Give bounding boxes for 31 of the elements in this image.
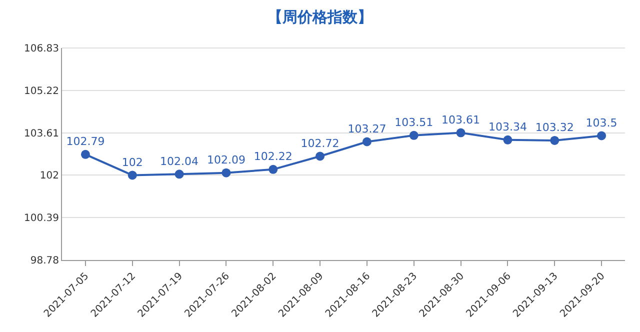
point — [80, 150, 90, 159]
point — [409, 130, 418, 140]
point — [362, 137, 372, 146]
point — [550, 136, 560, 145]
point — [128, 170, 137, 180]
point — [456, 128, 466, 138]
data-label: 102.22 — [254, 150, 292, 164]
point — [268, 164, 278, 174]
data-label: 102 — [122, 156, 143, 169]
y-tick-label: 105.22 — [24, 86, 59, 97]
point — [597, 131, 606, 140]
y-tick-label: 98.78 — [30, 256, 59, 266]
y-tick-label: 103.61 — [24, 128, 59, 140]
chart-title: 【周价格指数】 — [268, 8, 372, 26]
y-tick-label: 100.39 — [24, 213, 59, 224]
point — [222, 168, 231, 178]
point — [174, 170, 184, 179]
data-label: 103.61 — [442, 113, 480, 126]
data-label: 103.51 — [394, 116, 434, 130]
point — [503, 135, 512, 144]
data-label: 102.04 — [160, 154, 199, 168]
data-label: 102.72 — [300, 136, 340, 150]
data-label: 102.79 — [66, 135, 105, 148]
y-tick-label: 106.83 — [24, 44, 59, 54]
data-label: 103.5 — [586, 116, 618, 130]
point — [316, 152, 325, 161]
y-tick-label: 102 — [40, 170, 59, 182]
data-label: 103.32 — [535, 121, 574, 134]
data-label: 103.27 — [348, 122, 386, 136]
data-label: 102.09 — [206, 153, 246, 166]
data-label: 103.34 — [488, 120, 527, 134]
